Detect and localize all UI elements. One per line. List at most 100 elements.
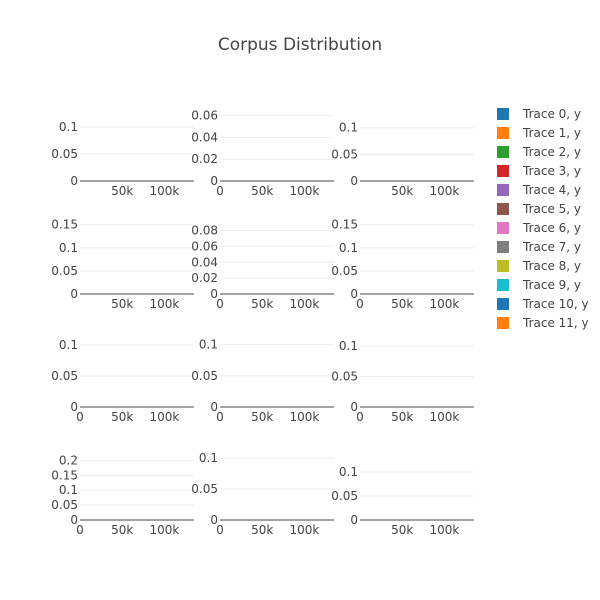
legend-label: Trace 7, y — [522, 240, 581, 254]
subplot-8: 0 0.05 0.1 0 50k 100k — [331, 339, 474, 424]
x-tick-label: 50k — [111, 523, 133, 537]
x-tick-label: 50k — [391, 410, 413, 424]
y-tick-label: 0.1 — [339, 121, 358, 135]
x-tick-label: 0 — [216, 523, 224, 537]
subplot-10: 0 0.05 0.1 0 50k 100k — [191, 451, 334, 537]
y-tick-label: 0.1 — [339, 465, 358, 479]
y-tick-label: 0 — [70, 513, 78, 527]
y-tick-label: 0.05 — [331, 147, 358, 161]
subplot-11: 0 0.05 0.1 50k 100k — [331, 465, 474, 537]
x-tick-label: 0 — [76, 523, 84, 537]
x-tick-label: 0 — [216, 410, 224, 424]
y-tick-label: 0.1 — [339, 339, 358, 353]
legend-item[interactable]: Trace 10, y — [497, 297, 589, 311]
legend-item[interactable]: Trace 6, y — [497, 221, 581, 235]
y-tick-label: 0 — [350, 174, 358, 188]
legend-label: Trace 6, y — [522, 221, 581, 235]
x-tick-label: 100k — [150, 410, 180, 424]
y-tick-label: 0.1 — [59, 120, 78, 134]
x-tick-label: 50k — [111, 410, 133, 424]
x-tick-label: 50k — [251, 297, 273, 311]
legend-item[interactable]: Trace 11, y — [497, 316, 589, 330]
y-tick-label: 0.02 — [191, 271, 218, 285]
y-tick-label: 0.05 — [331, 489, 358, 503]
y-tick-label: 0.05 — [51, 498, 78, 512]
chart-title: Corpus Distribution — [218, 35, 382, 55]
subplot-4: 0 0.02 0.04 0.060.08 0 50k 100k — [191, 224, 334, 311]
x-tick-label: 0 — [76, 410, 84, 424]
legend-label: Trace 10, y — [522, 297, 589, 311]
y-tick-label: 0 — [70, 287, 78, 301]
y-tick-label: 0.06 — [191, 109, 218, 123]
y-tick-label: 0 — [70, 174, 78, 188]
x-tick-label: 50k — [111, 184, 133, 198]
x-tick-label: 50k — [251, 523, 273, 537]
y-tick-label: 0 — [210, 287, 218, 301]
legend-swatch — [497, 184, 509, 196]
subplot-2: 0 0.05 0.1 50k 100k — [331, 121, 474, 198]
y-tick-label: 0.05 — [51, 147, 78, 161]
legend-label: Trace 3, y — [522, 164, 581, 178]
legend-item[interactable]: Trace 2, y — [497, 145, 581, 159]
legend-swatch — [497, 222, 509, 234]
subplot-3: 0 0.05 0.1 0.15 50k 100k — [51, 218, 194, 311]
y-tick-label: 0.04 — [191, 130, 218, 144]
y-tick-label: 0.06 — [191, 239, 218, 253]
legend-swatch — [497, 165, 509, 177]
y-tick-label: 0 — [350, 287, 358, 301]
y-tick-label: 0.05 — [191, 482, 218, 496]
y-tick-label: 0.15 — [51, 468, 78, 482]
y-tick-label: 0 — [210, 174, 218, 188]
legend-item[interactable]: Trace 7, y — [497, 240, 581, 254]
y-tick-label: 0 — [350, 513, 358, 527]
x-tick-label: 100k — [150, 297, 180, 311]
x-tick-label: 100k — [290, 184, 320, 198]
x-tick-label: 50k — [251, 184, 273, 198]
y-tick-label: 0 — [210, 400, 218, 414]
legend-label: Trace 0, y — [522, 107, 581, 121]
legend-item[interactable]: Trace 4, y — [497, 183, 581, 197]
y-tick-label: 0.02 — [191, 152, 218, 166]
y-tick-label: 0.1 — [59, 483, 78, 497]
legend-item[interactable]: Trace 3, y — [497, 164, 581, 178]
y-tick-label: 0.1 — [199, 451, 218, 465]
legend-label: Trace 5, y — [522, 202, 581, 216]
y-tick-label: 0.05 — [331, 264, 358, 278]
x-tick-label: 0 — [216, 297, 224, 311]
legend-item[interactable]: Trace 0, y — [497, 107, 581, 121]
legend-item[interactable]: Trace 9, y — [497, 278, 581, 292]
y-tick-label: 0.05 — [51, 264, 78, 278]
legend-item[interactable]: Trace 5, y — [497, 202, 581, 216]
legend: Trace 0, y Trace 1, y Trace 2, y Trace 3, y… — [497, 107, 589, 330]
y-tick-label: 0.2 — [59, 453, 78, 467]
legend-swatch — [497, 108, 509, 120]
x-tick-label: 100k — [430, 410, 460, 424]
x-tick-label: 50k — [391, 297, 413, 311]
legend-swatch — [497, 203, 509, 215]
x-tick-label: 100k — [430, 523, 460, 537]
y-tick-label: 0.1 — [199, 338, 218, 352]
x-tick-label: 50k — [111, 297, 133, 311]
legend-swatch — [497, 317, 509, 329]
x-tick-label: 0 — [356, 297, 364, 311]
x-tick-label: 100k — [430, 297, 460, 311]
legend-label: Trace 2, y — [522, 145, 581, 159]
x-tick-label: 0 — [356, 410, 364, 424]
y-tick-label: 0.05 — [331, 370, 358, 384]
legend-swatch — [497, 279, 509, 291]
subplot-1: 0 0.02 0.04 0.06 0 50k 100k — [191, 109, 334, 198]
legend-item[interactable]: Trace 8, y — [497, 259, 581, 273]
legend-label: Trace 9, y — [522, 278, 581, 292]
subplot-0: 0 0.05 0.1 50k 100k — [51, 120, 194, 198]
legend-swatch — [497, 146, 509, 158]
subplot-9: 00.050.10.150.20 50k 100k — [51, 453, 194, 537]
legend-swatch — [497, 127, 509, 139]
legend-item[interactable]: Trace 1, y — [497, 126, 581, 140]
y-tick-label: 0.04 — [191, 255, 218, 269]
subplot-5: 0 0.05 0.1 0.15 0 50k 100k — [331, 218, 474, 311]
y-tick-label: 0.1 — [59, 338, 78, 352]
y-tick-label: 0.15 — [51, 218, 78, 232]
y-tick-label: 0 — [70, 400, 78, 414]
